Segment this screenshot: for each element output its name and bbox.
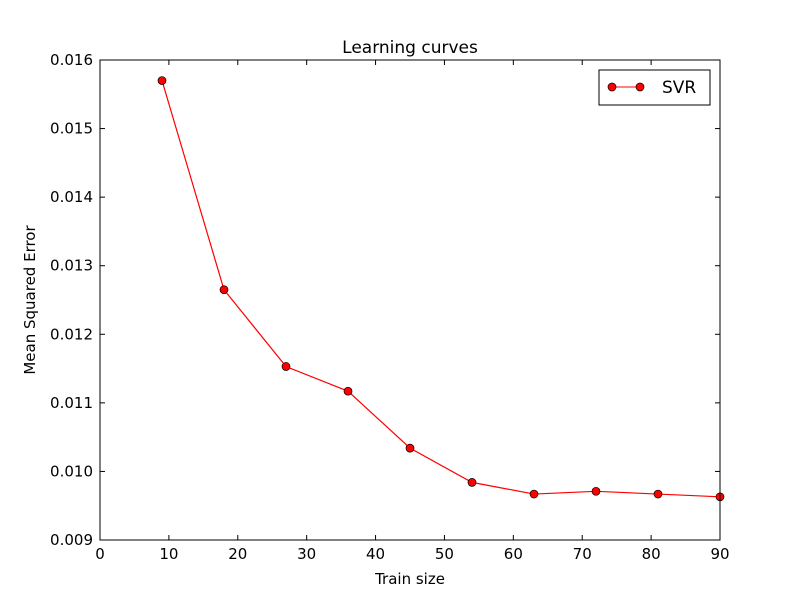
y-tick-label: 0.013 — [50, 257, 93, 275]
y-axis-label: Mean Squared Error — [21, 225, 39, 375]
x-axis-ticks: 0 10 20 30 40 50 60 70 80 90 — [95, 60, 730, 563]
series-line-svr — [161, 80, 721, 498]
y-tick-label: 0.009 — [50, 531, 93, 549]
x-tick-label: 90 — [710, 545, 729, 563]
x-tick-label: 20 — [228, 545, 247, 563]
x-tick-label: 40 — [366, 545, 385, 563]
data-point — [529, 489, 539, 499]
legend-marker-svr — [635, 82, 645, 92]
y-tick-label: 0.015 — [50, 120, 93, 138]
x-tick-label: 80 — [642, 545, 661, 563]
y-tick-label: 0.012 — [50, 325, 93, 343]
data-point — [157, 76, 167, 85]
x-tick-label: 60 — [504, 545, 523, 563]
data-point — [591, 486, 601, 496]
y-tick-label: 0.011 — [50, 394, 93, 412]
data-point — [405, 443, 415, 453]
legend-marker-svr — [607, 82, 617, 92]
data-point — [467, 478, 477, 487]
x-axis-label: Train size — [374, 570, 445, 588]
series-layer — [157, 76, 725, 502]
data-point — [653, 489, 663, 499]
y-tick-label: 0.016 — [50, 51, 93, 69]
y-tick-label: 0.010 — [50, 462, 93, 480]
x-tick-label: 70 — [573, 545, 592, 563]
x-tick-label: 30 — [297, 545, 316, 563]
data-point — [281, 362, 291, 371]
legend: SVR — [598, 69, 711, 106]
y-axis-ticks: 0.009 0.010 0.011 0.012 0.013 0.014 0.015 0.016 — [50, 51, 720, 549]
data-point — [219, 285, 229, 295]
legend-label-svr: SVR — [662, 78, 696, 98]
x-tick-label: 50 — [435, 545, 454, 563]
x-tick-label: 0 — [95, 545, 105, 563]
x-tick-label: 10 — [159, 545, 178, 563]
data-point — [343, 386, 353, 396]
plot-area-frame — [99, 59, 721, 541]
y-tick-label: 0.014 — [50, 188, 93, 206]
chart-title: Learning curves — [342, 38, 478, 58]
